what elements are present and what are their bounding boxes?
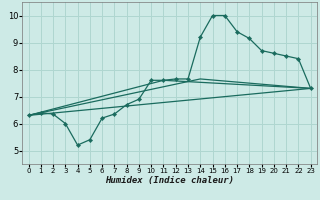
X-axis label: Humidex (Indice chaleur): Humidex (Indice chaleur): [105, 176, 234, 185]
